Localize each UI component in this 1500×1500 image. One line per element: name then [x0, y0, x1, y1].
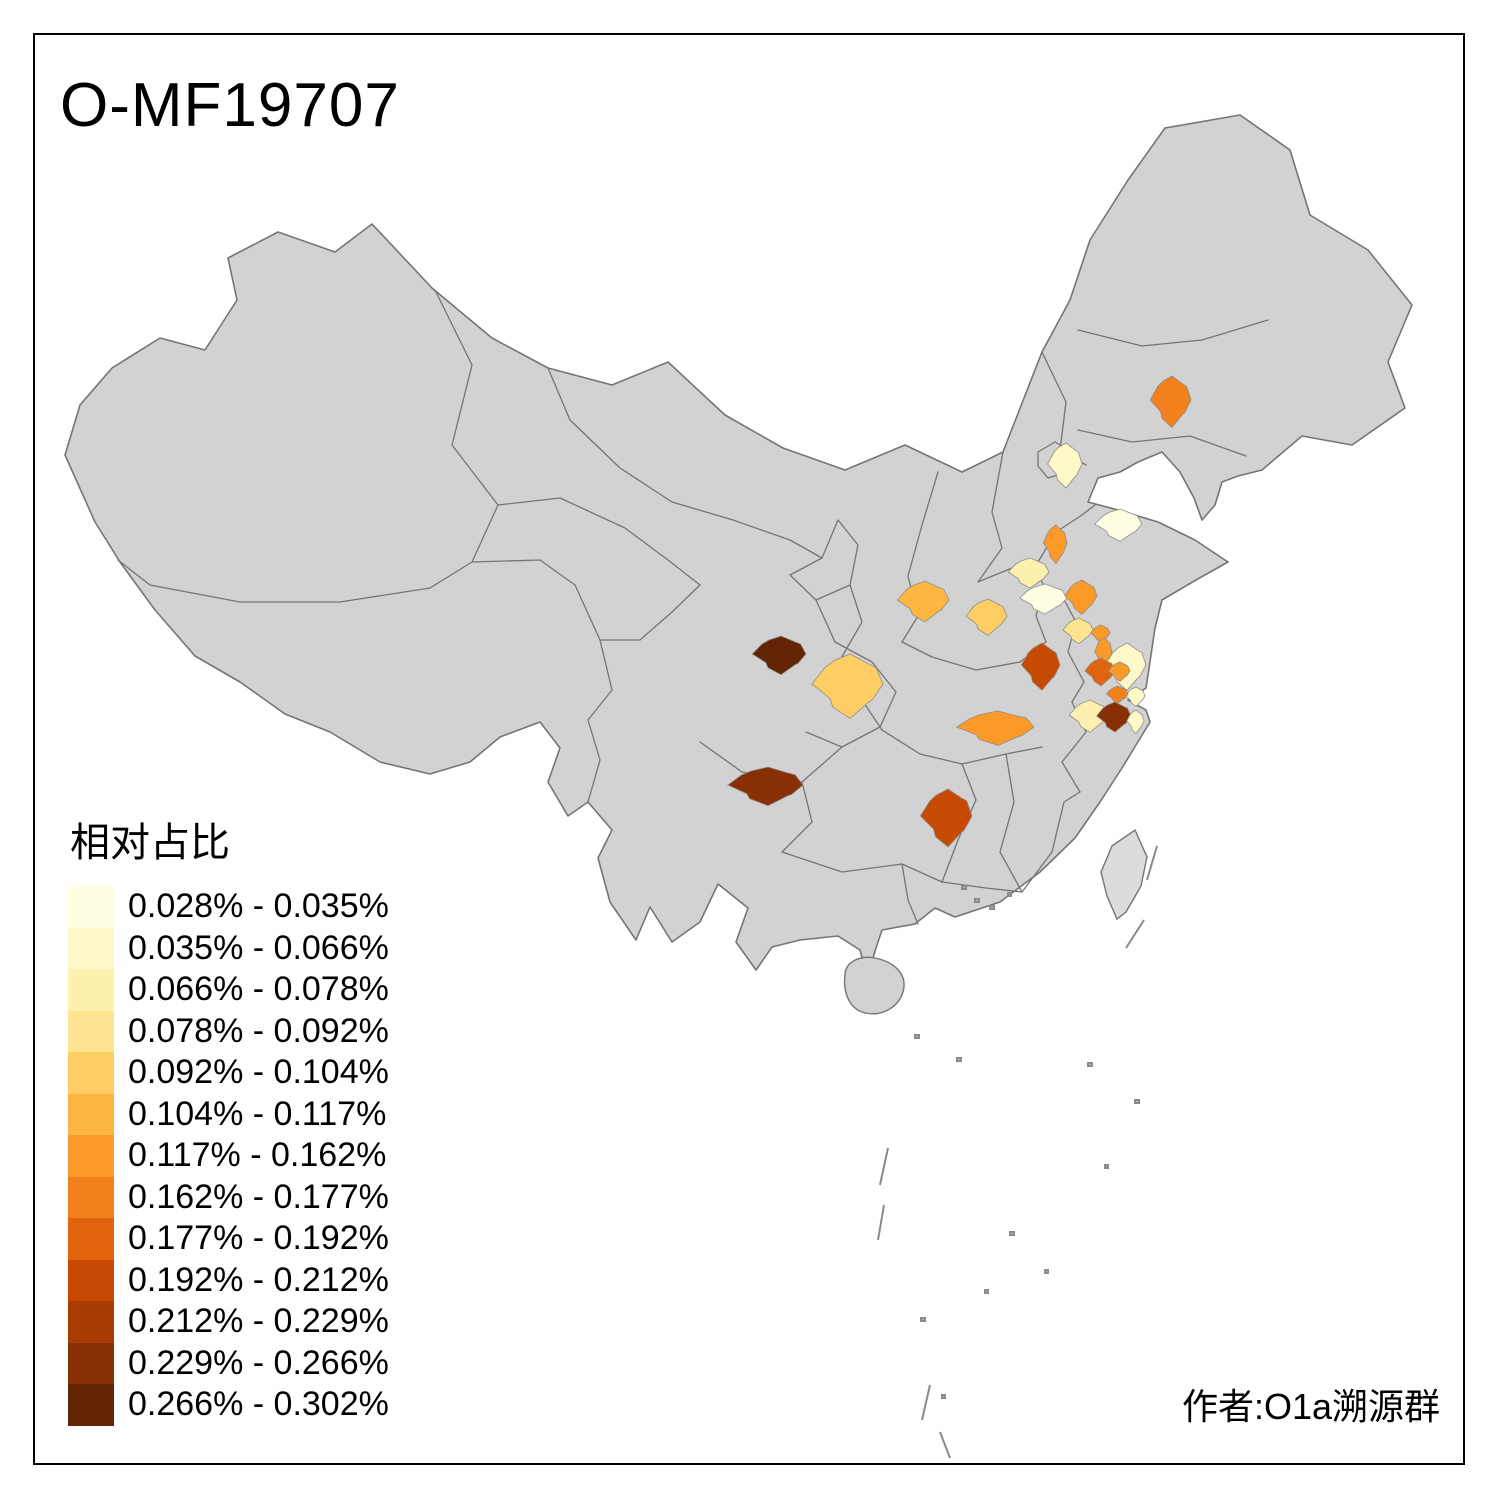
legend-label-9: 0.177% - 0.192% [128, 1219, 389, 1258]
legend-row-7: 0.117% - 0.162% [68, 1135, 389, 1177]
region-jiaxing [1105, 685, 1129, 704]
legend-label-10: 0.192% - 0.212% [128, 1260, 389, 1299]
legend-label-3: 0.066% - 0.078% [128, 970, 389, 1009]
attribution: 作者:O1a溯源群 [1181, 1386, 1440, 1427]
legend-row-12: 0.229% - 0.266% [68, 1342, 389, 1384]
legend-swatch-12 [68, 1342, 114, 1384]
legend-swatch-4 [68, 1010, 114, 1052]
region-anhui-north [1062, 617, 1094, 645]
legend-row-8: 0.162% - 0.177% [68, 1176, 389, 1218]
legend-swatch-10 [68, 1259, 114, 1301]
region-changzhou-wuxi [1084, 657, 1116, 687]
legend-swatch-2 [68, 927, 114, 969]
legend-label-6: 0.104% - 0.117% [128, 1094, 387, 1133]
region-northeast-jilin [1149, 375, 1192, 429]
highlighted-regions [727, 375, 1192, 848]
region-shandong-west [1042, 524, 1068, 565]
region-hangzhou [1096, 701, 1132, 733]
legend-swatch-13 [68, 1384, 114, 1426]
legend-row-6: 0.104% - 0.117% [68, 1093, 389, 1135]
region-shaoxing-ningbo [1126, 709, 1145, 735]
region-yunnan-guizhou-border [727, 766, 804, 807]
region-hefei-area [1020, 642, 1061, 691]
region-xuzhou-area [1064, 579, 1098, 615]
legend-swatch-7 [68, 1135, 114, 1177]
legend-row-10: 0.192% - 0.212% [68, 1259, 389, 1301]
legend-row-13: 0.266% - 0.302% [68, 1384, 389, 1426]
legend-label-5: 0.092% - 0.104% [128, 1053, 389, 1092]
region-tianjin [1047, 442, 1083, 489]
region-chengdu-area [751, 635, 807, 676]
legend-label-13: 0.266% - 0.302% [128, 1385, 389, 1424]
legend-row-1: 0.028% - 0.035% [68, 886, 389, 928]
legend: 相对占比 0.028% - 0.035% 0.035% - 0.066% 0.066… [68, 810, 389, 1426]
legend-row-4: 0.078% - 0.092% [68, 1010, 389, 1052]
region-henan-central [965, 598, 1008, 636]
legend-row-5: 0.092% - 0.104% [68, 1052, 389, 1094]
region-sichuan-east [811, 653, 884, 720]
national-outline [64, 114, 1413, 1015]
legend-row-2: 0.035% - 0.066% [68, 927, 389, 969]
hainan-island [843, 956, 905, 1015]
taiwan-island [1100, 828, 1148, 921]
region-shandong-southwest [1007, 557, 1050, 589]
region-henan-east [1019, 583, 1068, 615]
legend-label-8: 0.162% - 0.177% [128, 1177, 389, 1216]
legend-row-3: 0.066% - 0.078% [68, 969, 389, 1011]
region-bohai-south-coast [1094, 508, 1143, 542]
page-title: O-MF19707 [60, 71, 400, 140]
legend-label-2: 0.035% - 0.066% [128, 928, 389, 967]
region-suzhou-jiangsu [1107, 661, 1131, 682]
legend-label-1: 0.028% - 0.035% [128, 887, 389, 926]
legend-row-9: 0.177% - 0.192% [68, 1218, 389, 1260]
legend-row-11: 0.212% - 0.229% [68, 1301, 389, 1343]
region-zhejiang-west-pale [1068, 699, 1109, 733]
legend-swatch-8 [68, 1176, 114, 1218]
region-henan-west [896, 580, 950, 623]
legend-label-12: 0.229% - 0.266% [128, 1343, 389, 1382]
legend-swatch-6 [68, 1093, 114, 1135]
legend-swatch-9 [68, 1218, 114, 1260]
legend-swatch-1 [68, 886, 114, 928]
legend-label-7: 0.117% - 0.162% [128, 1136, 387, 1175]
legend-swatch-3 [68, 969, 114, 1011]
legend-title: 相对占比 [70, 821, 230, 865]
legend-rows: 0.028% - 0.035% 0.035% - 0.066% 0.066% - 0… [68, 886, 389, 1426]
legend-label-4: 0.078% - 0.092% [128, 1011, 389, 1050]
region-hubei-west-belt [955, 710, 1035, 746]
region-guiyang-area [919, 788, 973, 848]
province-boundaries [117, 289, 1269, 925]
legend-label-11: 0.212% - 0.229% [128, 1302, 389, 1341]
sea-islands [877, 845, 1158, 1459]
legend-swatch-5 [68, 1052, 114, 1094]
legend-swatch-11 [68, 1301, 114, 1343]
